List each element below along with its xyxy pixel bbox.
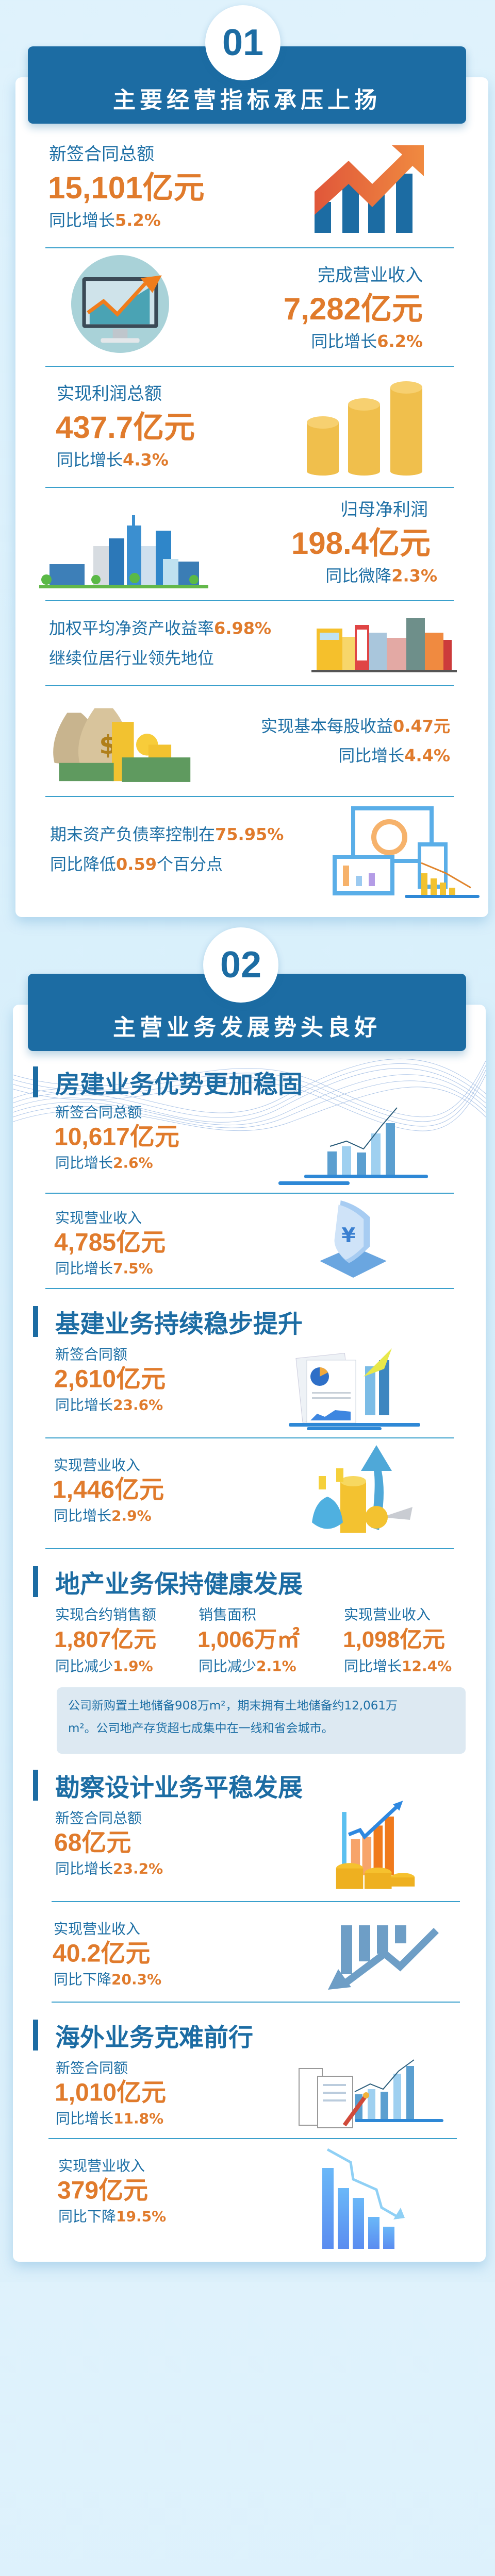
land-reserve-note: 公司新购置土地储备908万m²，期末拥有土地储备约12,061万 m²。公司地产… [57,1687,466,1754]
metric-change: 同比增长5.2% [49,210,161,230]
metric-change: 同比增长11.8% [56,2110,164,2127]
debt-ratio-text: 期末资产负债率控制在75.95% [50,824,284,844]
section2-number-badge: 02 [203,927,278,1003]
metric-label: 实现营业收入 [54,1920,141,1938]
metric-change: 同比增长23.6% [55,1396,163,1414]
note-line: 公司新购置土地储备908万m²，期末拥有土地储备约12,061万 [68,1699,398,1713]
money-growth-arrow-icon [312,1445,412,1533]
metric-label: 实现营业收入 [58,2157,145,2175]
section2-title: 主营业务发展势头良好 [113,1014,381,1041]
divider [45,487,454,488]
metric-value: 68亿元 [54,1829,131,1857]
divider [45,600,454,601]
metric-change: 同比减少1.9% [55,1657,153,1675]
divider [45,1193,454,1194]
metric-value: 1,098亿元 [343,1626,446,1652]
note-line: m²。公司地产存货超七成集中在一线和省会城市。 [68,1722,334,1735]
roe-text: 加权平均净资产收益率6.98% [49,618,272,638]
divider [48,2138,457,2139]
section2-card [13,1005,486,2262]
divider [45,1288,454,1289]
metric-label: 归母净利润 [340,499,428,520]
heading-text: 房建业务优势更加稳固 [55,1070,303,1099]
heading-text: 基建业务持续稳步提升 [55,1310,303,1338]
metric-label: 实现营业收入 [54,1456,141,1474]
metric-value: 10,617亿元 [54,1123,179,1151]
metric-change: 同比增长12.4% [344,1657,452,1675]
bar-chart-up-icon [278,1107,428,1185]
metric-change: 同比增长2.9% [54,1507,152,1524]
divider [45,247,454,248]
metric-value: 1,010亿元 [55,2079,167,2107]
metric-change: 同比微降2.3% [325,566,437,586]
city-skyline-icon [39,515,208,588]
bar-chart-down-arrow-icon [328,1925,439,1990]
metric-value: 437.7亿元 [56,410,195,445]
metric-value: 2,610亿元 [54,1365,166,1393]
heading-bar [33,2020,38,2050]
bar-chart-decline-icon [322,2148,405,2249]
divider [45,685,454,686]
metric-change: 同比增长7.5% [55,1260,153,1277]
metric-change: 同比增长2.6% [55,1154,153,1172]
metric-label: 新签合同总额 [49,144,154,165]
metric-change: 同比增长4.3% [57,450,169,470]
eps-text: 实现基本每股收益0.47元 [261,716,450,736]
metric-change: 同比增长23.2% [55,1860,163,1877]
metric-label: 新签合同额 [56,2059,128,2077]
divider [45,1548,454,1549]
metric-label: 实现营业收入 [55,1209,142,1227]
metric-value: 15,101亿元 [48,171,205,205]
bar-chart-up-arrow-icon [315,145,424,233]
metric-change: 同比减少2.1% [199,1657,296,1675]
metric-label: 实现营业收入 [344,1606,431,1623]
divider [45,1437,454,1438]
metric-label: 新签合同额 [55,1346,128,1363]
heading-text: 勘察设计业务平稳发展 [55,1773,303,1802]
roe-note: 继续位居行业领先地位 [49,648,214,668]
metric-label: 实现合约销售额 [55,1606,157,1623]
devices-chart-icon [333,806,480,898]
metric-value: 1,446亿元 [53,1476,164,1504]
divider [52,2002,460,2003]
metric-value: 379亿元 [57,2177,148,2205]
wave-lines-pattern [12,1058,486,1131]
metric-label: 新签合同总额 [55,1104,142,1121]
bar-chart-coins-icon [336,1801,415,1889]
divider [45,366,454,367]
section1-title: 主要经营指标承压上扬 [113,87,381,113]
heading-bar [33,1566,38,1597]
monitor-chart-icon [71,255,169,353]
metric-value: 7,282亿元 [283,292,423,326]
metric-label: 完成营业收入 [318,265,423,286]
metric-value: 1,807亿元 [54,1626,157,1652]
metric-change: 同比下降19.5% [58,2208,167,2225]
contract-documents-chart-icon [299,2059,443,2128]
section1-number-badge: 01 [205,5,280,80]
metric-value: 4,785亿元 [54,1229,166,1257]
heading-bar [33,1066,38,1097]
metric-label: 新签合同总额 [55,1809,142,1827]
eps-change: 同比增长4.4% [338,745,450,766]
yen-shield-icon: ¥ [320,1200,387,1278]
metric-value: 198.4亿元 [291,526,431,561]
svg-text:¥: ¥ [341,1224,355,1247]
metric-change: 同比下降20.3% [54,1971,162,1988]
metric-value: 1,006万㎡ [197,1626,300,1652]
money-bags-icon: $ [53,708,191,782]
heading-text: 海外业务克难前行 [55,2023,254,2052]
debt-ratio-change: 同比降低0.59个百分点 [50,854,223,874]
metric-value: 40.2亿元 [53,1940,151,1968]
divider [52,1901,460,1902]
metric-change: 同比增长6.2% [311,331,423,351]
metric-label: 实现利润总额 [57,383,162,404]
divider [45,796,454,797]
buildings-icon [311,618,457,672]
heading-bar [33,1306,38,1337]
coin-stacks-icon [307,381,422,476]
heading-bar [33,1770,38,1801]
metric-label: 销售面积 [199,1606,257,1623]
report-documents-icon [289,1348,420,1430]
heading-text: 地产业务保持健康发展 [55,1570,303,1599]
